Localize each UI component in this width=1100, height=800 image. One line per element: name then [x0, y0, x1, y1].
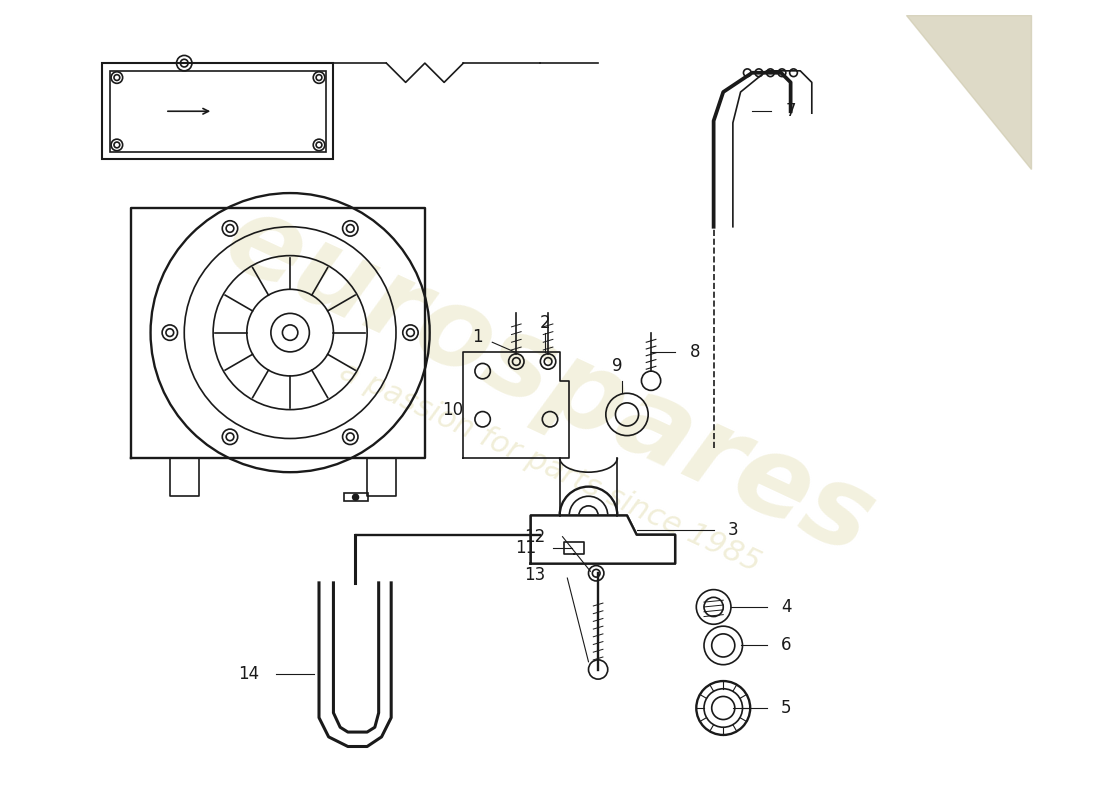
Text: 7: 7 [785, 102, 796, 120]
Circle shape [283, 325, 298, 340]
Text: 12: 12 [524, 528, 546, 546]
Text: 10: 10 [442, 401, 463, 418]
Bar [102, 63, 333, 159]
Text: 3: 3 [728, 521, 739, 539]
Bar [110, 71, 326, 152]
Polygon shape [906, 15, 1032, 169]
Polygon shape [530, 515, 675, 564]
Text: 4: 4 [781, 598, 792, 616]
Circle shape [353, 494, 359, 500]
Text: 11: 11 [515, 539, 537, 558]
Bar [344, 494, 369, 501]
Text: 6: 6 [781, 637, 792, 654]
Text: 2: 2 [540, 314, 550, 332]
Text: 1: 1 [472, 329, 483, 346]
Text: 8: 8 [690, 343, 700, 361]
Text: 9: 9 [612, 358, 623, 375]
Text: 5: 5 [781, 699, 792, 717]
Text: 13: 13 [524, 566, 546, 584]
Text: 14: 14 [239, 666, 260, 683]
Text: eurospares: eurospares [209, 184, 891, 578]
Circle shape [588, 660, 607, 679]
Text: a passion for parts since 1985: a passion for parts since 1985 [336, 357, 764, 578]
